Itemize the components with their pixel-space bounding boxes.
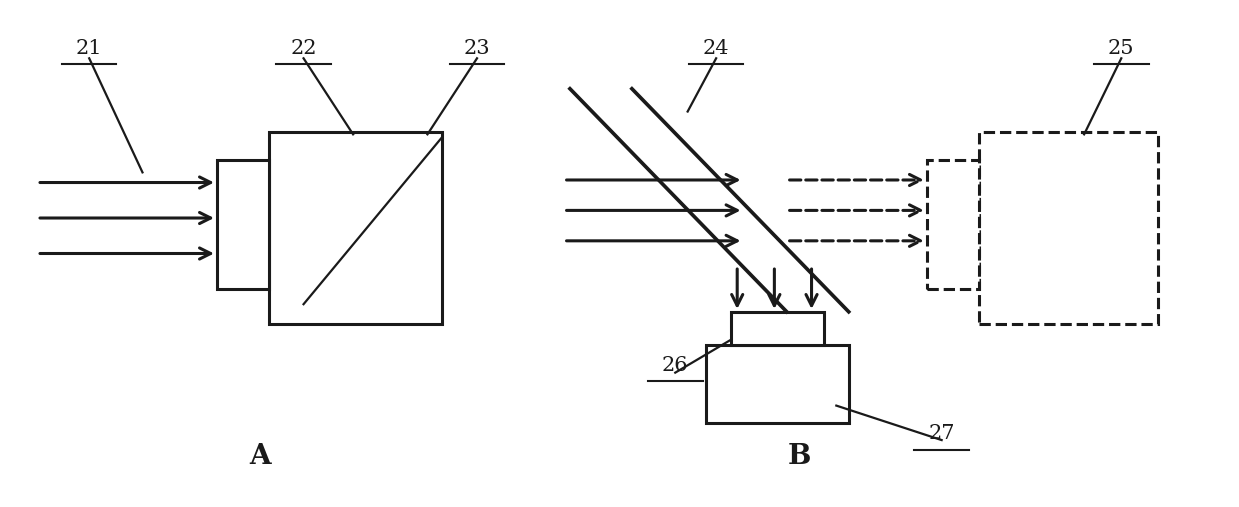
Text: 22: 22 <box>290 39 317 58</box>
Bar <box>927 160 979 289</box>
Text: 24: 24 <box>703 39 730 58</box>
Text: A: A <box>249 443 271 470</box>
Bar <box>731 312 824 345</box>
Text: 21: 21 <box>76 39 103 58</box>
Text: 23: 23 <box>463 39 491 58</box>
Bar <box>706 345 849 423</box>
Bar <box>979 132 1158 324</box>
Text: 26: 26 <box>662 355 689 375</box>
Text: 27: 27 <box>928 424 955 443</box>
Text: B: B <box>788 443 810 470</box>
Bar <box>269 132 442 324</box>
Bar <box>217 160 269 289</box>
Text: 25: 25 <box>1108 39 1135 58</box>
